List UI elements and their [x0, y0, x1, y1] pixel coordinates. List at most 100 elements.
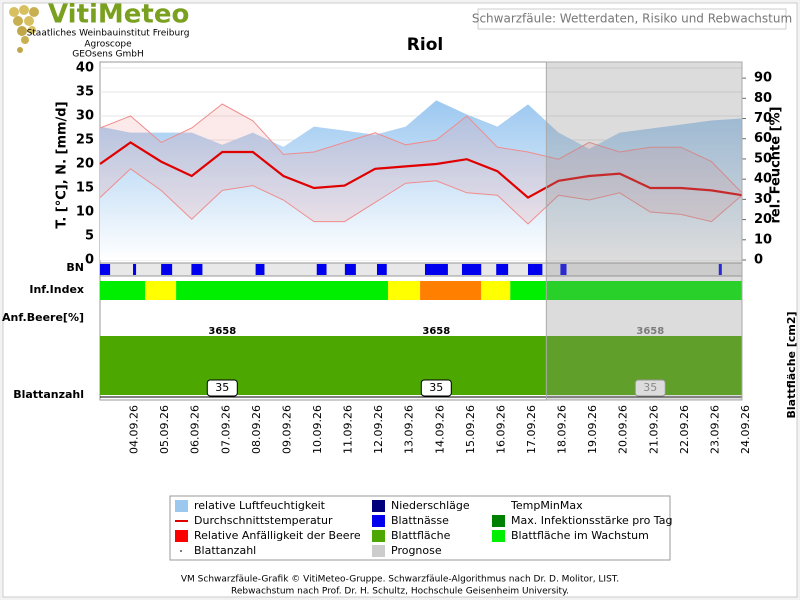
x-tick-label: 24.09.26: [739, 405, 752, 454]
legend-label: Blattfläche im Wachstum: [511, 529, 649, 542]
y2-tick-label: 20: [754, 212, 772, 227]
y2-tick-label: 60: [754, 131, 772, 146]
x-tick-label: 09.09.26: [280, 405, 293, 454]
y2-tick-label: 80: [754, 91, 772, 106]
y2-tick-label: 70: [754, 111, 772, 126]
leaf-wetness: [376, 264, 387, 275]
x-tick-label: 04.09.26: [128, 405, 141, 454]
leaf-wetness: [255, 264, 265, 275]
leaf-count-box: [634, 379, 666, 397]
inf-index: [420, 281, 482, 300]
legend-swatch: [175, 530, 188, 542]
mean-temp-line: [99, 141, 743, 199]
y-axis-label: T. [°C], N. [mm/d]: [55, 101, 70, 228]
legend-label: Niederschläge: [391, 499, 470, 512]
inf-index: [481, 281, 511, 300]
inf-index: [510, 281, 742, 300]
legend-box: [169, 495, 671, 561]
inf-index: [145, 281, 177, 300]
leaf-wetness: [316, 264, 327, 275]
legend-label: Max. Infektionsstärke pro Tag: [511, 514, 672, 527]
inf-index: [176, 281, 388, 300]
leaf-wetness: [496, 264, 509, 275]
forecast-overlay: [545, 61, 743, 401]
humidity-area: [100, 100, 742, 260]
header-line: Agroscope: [84, 40, 132, 50]
y-tick-label: 20: [76, 157, 94, 172]
leaf-wetness: [133, 264, 137, 275]
legend-label: relative Luftfeuchtigkeit: [194, 499, 326, 512]
y-tick-label: 0: [85, 253, 94, 268]
y2-tick-label: 40: [754, 172, 772, 187]
leaf-wetness: [528, 264, 543, 275]
y-tick-label: 15: [76, 181, 94, 196]
footer: VM Schwarzfäule-Grafik © VitiMeteo-Grupp…: [181, 575, 619, 585]
y-tick-label: 10: [76, 205, 94, 220]
inf-index: [100, 281, 146, 300]
x-tick-label: 13.09.26: [403, 405, 416, 454]
y2-tick-label: 10: [754, 232, 772, 247]
x-tick-label: 17.09.26: [525, 405, 538, 454]
leaf-count-label: 35: [215, 381, 229, 394]
subject-box: [477, 8, 787, 30]
legend-swatch: [492, 530, 505, 542]
x-tick-label: 18.09.26: [556, 405, 569, 454]
x-tick-label: 08.09.26: [250, 405, 263, 454]
y2-axis-label: rel. Feuchte [%]: [769, 107, 784, 224]
x-tick-label: 21.09.26: [647, 405, 660, 454]
x-tick-label: 14.09.26: [433, 405, 446, 454]
legend-swatch: [372, 515, 385, 527]
legend-label: Blattfläche: [391, 529, 451, 542]
legend-label: Blattnässe: [391, 514, 449, 527]
y2-tick-label: 0: [754, 253, 763, 268]
x-tick-label: 10.09.26: [311, 405, 324, 454]
x-tick-label: 19.09.26: [586, 405, 599, 454]
legend-swatch: [175, 500, 188, 512]
row-label: Inf.Index: [29, 283, 84, 296]
chart-title: Riol: [407, 35, 443, 55]
subject: Schwarzfäule: Wetterdaten, Risiko und Re…: [472, 12, 792, 26]
leaf-area-label: 3658: [422, 326, 450, 337]
legend-swatch: [372, 545, 385, 557]
x-tick-label: 11.09.26: [342, 405, 355, 454]
leaf-count-label: 35: [429, 381, 443, 394]
leaf-wetness: [461, 264, 482, 275]
leaf-wetness: [161, 264, 173, 275]
leaf-wetness: [718, 264, 722, 275]
x-tick-label: 12.09.26: [372, 405, 385, 454]
inf-index: [387, 281, 421, 300]
y-tick-label: 5: [85, 229, 94, 244]
temp-band: [100, 104, 742, 224]
leaf-count-label: 35: [643, 381, 657, 394]
header-line: Staatliches Weinbauinstitut Freiburg: [27, 29, 190, 39]
leaf-count-box: [420, 379, 452, 397]
y2-tick-label: 30: [754, 192, 772, 207]
row-label: Anf.Beere[%]: [2, 311, 84, 324]
x-tick-label: 06.09.26: [189, 405, 202, 454]
y2-tick-label: 90: [754, 71, 772, 86]
legend-swatch: [372, 500, 385, 512]
legend-swatch: [180, 550, 182, 552]
legend-label: TempMinMax: [510, 499, 583, 512]
row-label: BN: [66, 261, 84, 274]
legend-swatch: [372, 530, 385, 542]
brand: VitiMeteo: [48, 0, 189, 30]
y-tick-label: 30: [76, 109, 94, 124]
temp-limit-line: [99, 168, 743, 225]
leaf-area-label: 3658: [636, 326, 664, 337]
leaf-wetness: [560, 264, 567, 275]
x-tick-label: 15.09.26: [464, 405, 477, 454]
leaf-wetness: [191, 264, 203, 275]
x-tick-label: 07.09.26: [219, 405, 232, 454]
x-tick-label: 23.09.26: [708, 405, 721, 454]
footer: Rebwachstum nach Prof. Dr. H. Schultz, H…: [231, 587, 569, 597]
x-tick-label: 22.09.26: [678, 405, 691, 454]
legend-label: Durchschnittstemperatur: [194, 514, 333, 527]
y-tick-label: 35: [76, 85, 94, 100]
row-label: Blattanzahl: [13, 388, 84, 401]
x-tick-label: 05.09.26: [158, 405, 171, 454]
legend-label: Prognose: [391, 544, 442, 557]
legend-label: Blattanzahl: [194, 544, 256, 557]
x-tick-label: 16.09.26: [494, 405, 507, 454]
